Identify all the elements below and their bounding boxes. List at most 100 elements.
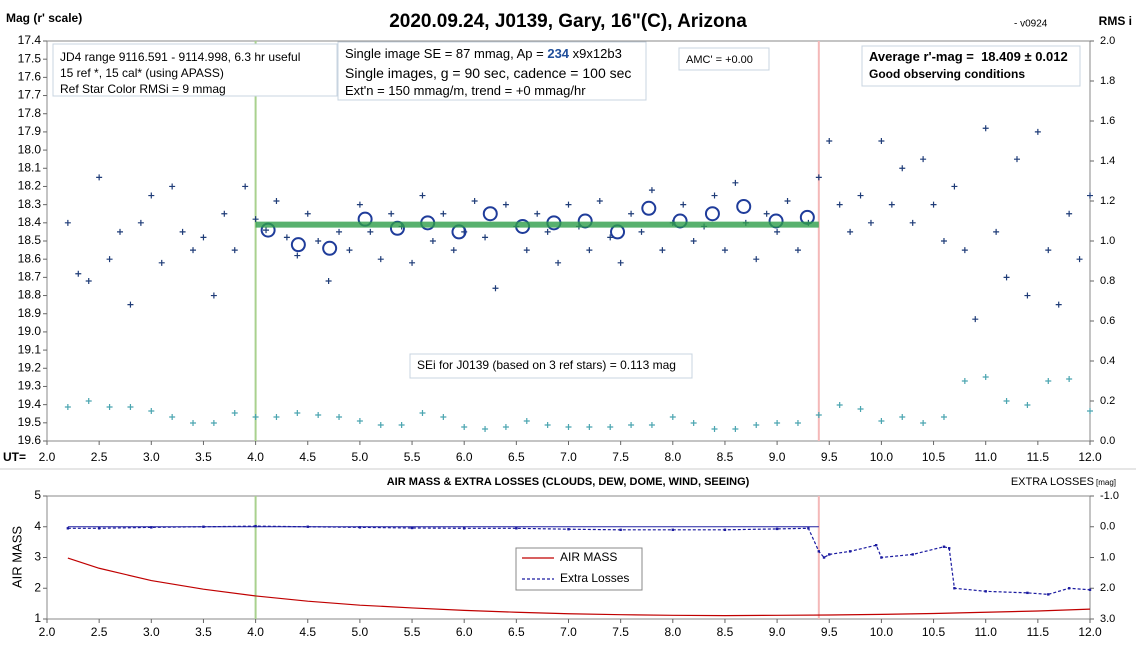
bin-average xyxy=(290,237,306,253)
data-point xyxy=(440,210,447,217)
chart-0: 2.0 2.5 3.0 3.5 4.0 4.5 5.0 5.5 6.0 6.5 7.0 7.5 8.0 8… xyxy=(3,11,1132,464)
data-point xyxy=(774,228,781,235)
data-point xyxy=(972,316,979,323)
annotation-part: Average r'-mag = 18.409 ± 0.012 xyxy=(869,49,1068,64)
data-point xyxy=(190,247,197,254)
data-point xyxy=(96,174,103,181)
legend-label: AIR MASS xyxy=(560,550,617,564)
data-point xyxy=(920,156,927,163)
data-point xyxy=(210,420,217,426)
data-point xyxy=(210,292,217,299)
series-marker xyxy=(874,544,878,547)
x-tick-label: 4.0 xyxy=(247,625,264,639)
chart-1: 2.0 2.5 3.0 3.5 4.0 4.5 5.0 5.5 6.0 6.5 7.0 7.5 8.0 8… xyxy=(9,476,1119,639)
series-marker xyxy=(775,527,779,531)
data-point xyxy=(502,201,509,208)
x-tick-label: 3.0 xyxy=(143,450,160,464)
annotation-text: Single image SE = 87 mmag, Ap = 234 x9x1… xyxy=(345,46,622,61)
y-tick-label: 4 xyxy=(34,519,41,533)
data-point xyxy=(190,420,197,426)
series-marker xyxy=(410,526,414,530)
y-tick-label: 17.4 xyxy=(18,33,42,47)
data-point xyxy=(648,187,655,194)
data-point xyxy=(85,398,92,404)
x-tick-label: 11.5 xyxy=(1027,450,1050,464)
y-tick-label: 19.3 xyxy=(18,379,42,393)
series-marker xyxy=(463,527,466,530)
y2-axis-unit: [mag] xyxy=(1096,478,1116,487)
data-point xyxy=(252,414,259,420)
data-point xyxy=(346,247,353,254)
y2-tick-label: 1.4 xyxy=(1100,155,1115,167)
series-marker xyxy=(202,525,205,528)
y2-tick-label: 0.0 xyxy=(1100,521,1115,533)
x-tick-label: 10.0 xyxy=(870,450,894,464)
data-point xyxy=(502,424,509,430)
data-point xyxy=(993,228,1000,235)
y2-tick-label: 0.0 xyxy=(1100,435,1115,447)
data-point xyxy=(565,201,572,208)
data-point xyxy=(242,183,249,190)
x-tick-label: 9.0 xyxy=(769,625,786,639)
x-tick-label: 10.5 xyxy=(922,625,946,639)
annotation-part: SEi for J0139 (based on 3 ref stars) = 0… xyxy=(417,358,676,372)
y-tick-label: 17.9 xyxy=(18,124,42,138)
data-point xyxy=(669,414,676,420)
data-point xyxy=(231,410,238,416)
data-point xyxy=(148,408,155,414)
data-point xyxy=(169,414,176,420)
data-point xyxy=(429,238,436,244)
series-marker xyxy=(1088,588,1092,591)
x-tick-label: 3.5 xyxy=(195,625,212,639)
x-tick-label: 5.5 xyxy=(404,450,421,464)
annotation-box xyxy=(409,353,693,379)
y2-tick-label: 0.4 xyxy=(1100,355,1115,367)
data-point xyxy=(940,414,947,420)
annotation-box xyxy=(52,43,338,97)
series-marker xyxy=(953,587,956,590)
data-point xyxy=(763,210,770,217)
y-tick-label: 18.9 xyxy=(18,306,42,320)
data-point xyxy=(628,210,635,217)
data-point xyxy=(273,414,280,420)
annotation-part: Single image SE = 87 mmag, Ap = xyxy=(345,46,547,61)
data-point xyxy=(774,420,781,426)
x-tick-label: 5.0 xyxy=(352,450,369,464)
y-tick-label: 1 xyxy=(34,611,41,625)
data-point xyxy=(607,424,614,430)
data-point xyxy=(1066,210,1073,217)
x-tick-label: 11.0 xyxy=(974,450,997,464)
annotation-text: 15 ref *, 15 cal* (using APASS) xyxy=(60,66,224,80)
data-point xyxy=(1087,192,1093,199)
series-marker xyxy=(947,547,951,550)
data-point xyxy=(596,198,603,204)
data-point xyxy=(523,247,530,254)
data-point xyxy=(1024,292,1031,299)
x-tick-label: 5.0 xyxy=(352,625,369,639)
data-point xyxy=(283,234,290,241)
y2-tick-label: 2.0 xyxy=(1100,35,1115,47)
data-point xyxy=(690,238,697,244)
x-tick-label: 3.0 xyxy=(143,625,160,639)
y-axis-label: AIR MASS xyxy=(9,526,24,588)
data-point xyxy=(899,414,906,420)
data-point xyxy=(523,418,530,424)
y2-tick-label: 2.0 xyxy=(1100,582,1115,594)
x-tick-label: 8.5 xyxy=(717,450,734,464)
y-tick-label: 18.0 xyxy=(18,142,42,156)
data-point xyxy=(555,259,562,266)
series-marker xyxy=(306,525,309,528)
y2-axis-label: EXTRA LOSSES xyxy=(1011,476,1094,488)
series-marker xyxy=(828,553,831,556)
data-point xyxy=(127,301,134,308)
data-point xyxy=(356,418,363,424)
data-point xyxy=(179,228,186,235)
x-tick-label: 12.0 xyxy=(1078,625,1102,639)
data-point xyxy=(867,219,874,226)
series-marker xyxy=(807,527,810,530)
chart-subtitle: - v0924 xyxy=(1014,19,1048,30)
data-point xyxy=(815,174,822,181)
x-tick-label: 4.5 xyxy=(299,625,316,639)
data-point xyxy=(127,404,134,410)
data-point xyxy=(471,198,478,204)
